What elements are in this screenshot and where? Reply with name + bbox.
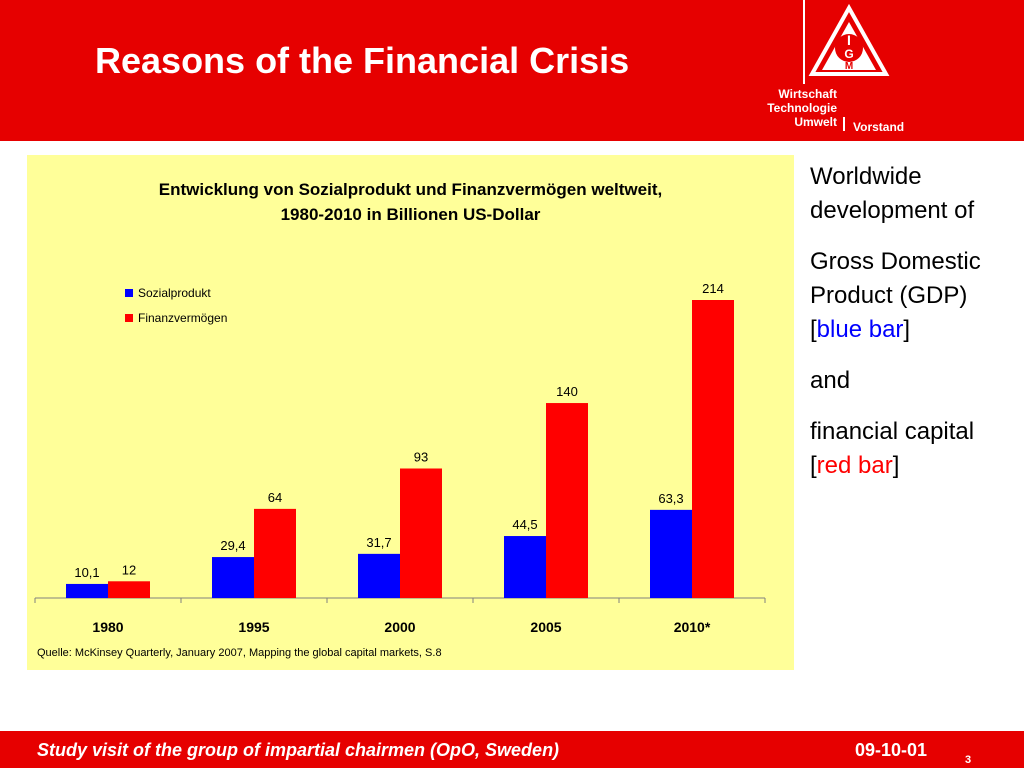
legend-item-gdp: Sozialprodukt [125, 286, 227, 300]
legend-swatch-capital [125, 314, 133, 322]
board-label: Vorstand [853, 120, 905, 134]
side-paragraph-2-text: Gross Domestic Product (GDP) [ [810, 248, 981, 343]
x-tick-label: 2005 [530, 619, 561, 635]
department-divider [843, 117, 845, 131]
svg-text:G: G [844, 47, 853, 61]
bar-capital [692, 300, 734, 598]
side-paragraph-4-suffix: ] [892, 452, 900, 479]
data-label-gdp: 31,7 [366, 535, 391, 550]
footer-text: Study visit of the group of impartial ch… [37, 740, 560, 760]
bar-gdp [504, 536, 546, 598]
side-paragraph-4: financial capital [red bar] [810, 415, 1020, 483]
svg-text:M: M [845, 61, 853, 72]
data-label-capital: 214 [702, 281, 724, 296]
bar-gdp [650, 509, 692, 598]
department-line-3: Umwelt [794, 115, 837, 129]
bar-capital [108, 581, 150, 598]
legend-label-gdp: Sozialprodukt [138, 286, 211, 300]
chart-source: Quelle: McKinsey Quarterly, January 2007… [37, 647, 442, 659]
footer-bar [0, 731, 1024, 768]
bar-gdp [358, 553, 400, 598]
data-label-capital: 140 [556, 384, 578, 399]
legend-label-capital: Finanzvermögen [138, 311, 228, 325]
chart-title: Entwicklung von Sozialprodukt und Finanz… [27, 177, 794, 227]
department-line-2: Technologie [767, 101, 837, 115]
side-description: Worldwide development of Gross Domestic … [810, 160, 1020, 500]
bar-chart: 10,1 12 1980 29,4 64 1995 31,7 93 2000 44,5 140 200… [34, 281, 766, 635]
side-paragraph-1: Worldwide development of [810, 163, 975, 224]
legend-item-capital: Finanzvermögen [125, 311, 228, 325]
ig-metall-logo-icon: I G M [806, 0, 892, 84]
bar-gdp [212, 557, 254, 598]
chart-legend: Sozialprodukt Finanzvermögen [125, 286, 228, 337]
side-paragraph-4-text: financial capital [ [810, 418, 975, 479]
side-paragraph-3: and [810, 367, 851, 394]
data-label-gdp: 63,3 [658, 491, 683, 506]
chart-panel: Entwicklung von Sozialprodukt und Finanz… [27, 155, 794, 670]
department-label: Wirtschaft Technologie Umwelt [767, 87, 837, 129]
blue-bar-highlight: blue bar [816, 316, 904, 343]
bar-gdp [66, 583, 108, 598]
data-label-capital: 93 [414, 449, 428, 464]
chart-title-line-2: 1980-2010 in Billionen US-Dollar [280, 205, 541, 224]
side-paragraph-2-suffix: ] [903, 316, 911, 343]
x-tick-label: 1995 [238, 619, 269, 635]
bar-capital [546, 403, 588, 598]
data-label-gdp: 29,4 [220, 538, 245, 553]
logo-divider [803, 0, 805, 84]
data-label-gdp: 44,5 [512, 517, 537, 532]
x-tick-label: 1980 [92, 619, 123, 635]
x-tick-label: 2000 [384, 619, 415, 635]
red-bar-highlight: red bar [816, 452, 893, 479]
bar-capital [400, 468, 442, 598]
bar-capital [254, 508, 296, 598]
department-line-1: Wirtschaft [778, 87, 837, 101]
footer-date: 09-10-01 [855, 740, 928, 760]
page-number: 3 [965, 754, 972, 766]
data-label-capital: 64 [268, 490, 282, 505]
x-tick-label: 2010* [674, 619, 711, 635]
data-label-capital: 12 [122, 562, 136, 577]
slide-title: Reasons of the Financial Crisis [95, 40, 630, 81]
side-paragraph-2: Gross Domestic Product (GDP) [blue bar] [810, 245, 1020, 347]
legend-swatch-gdp [125, 289, 133, 297]
chart-title-line-1: Entwicklung von Sozialprodukt und Finanz… [158, 180, 663, 199]
svg-text:I: I [847, 32, 851, 48]
data-label-gdp: 10,1 [74, 565, 99, 580]
